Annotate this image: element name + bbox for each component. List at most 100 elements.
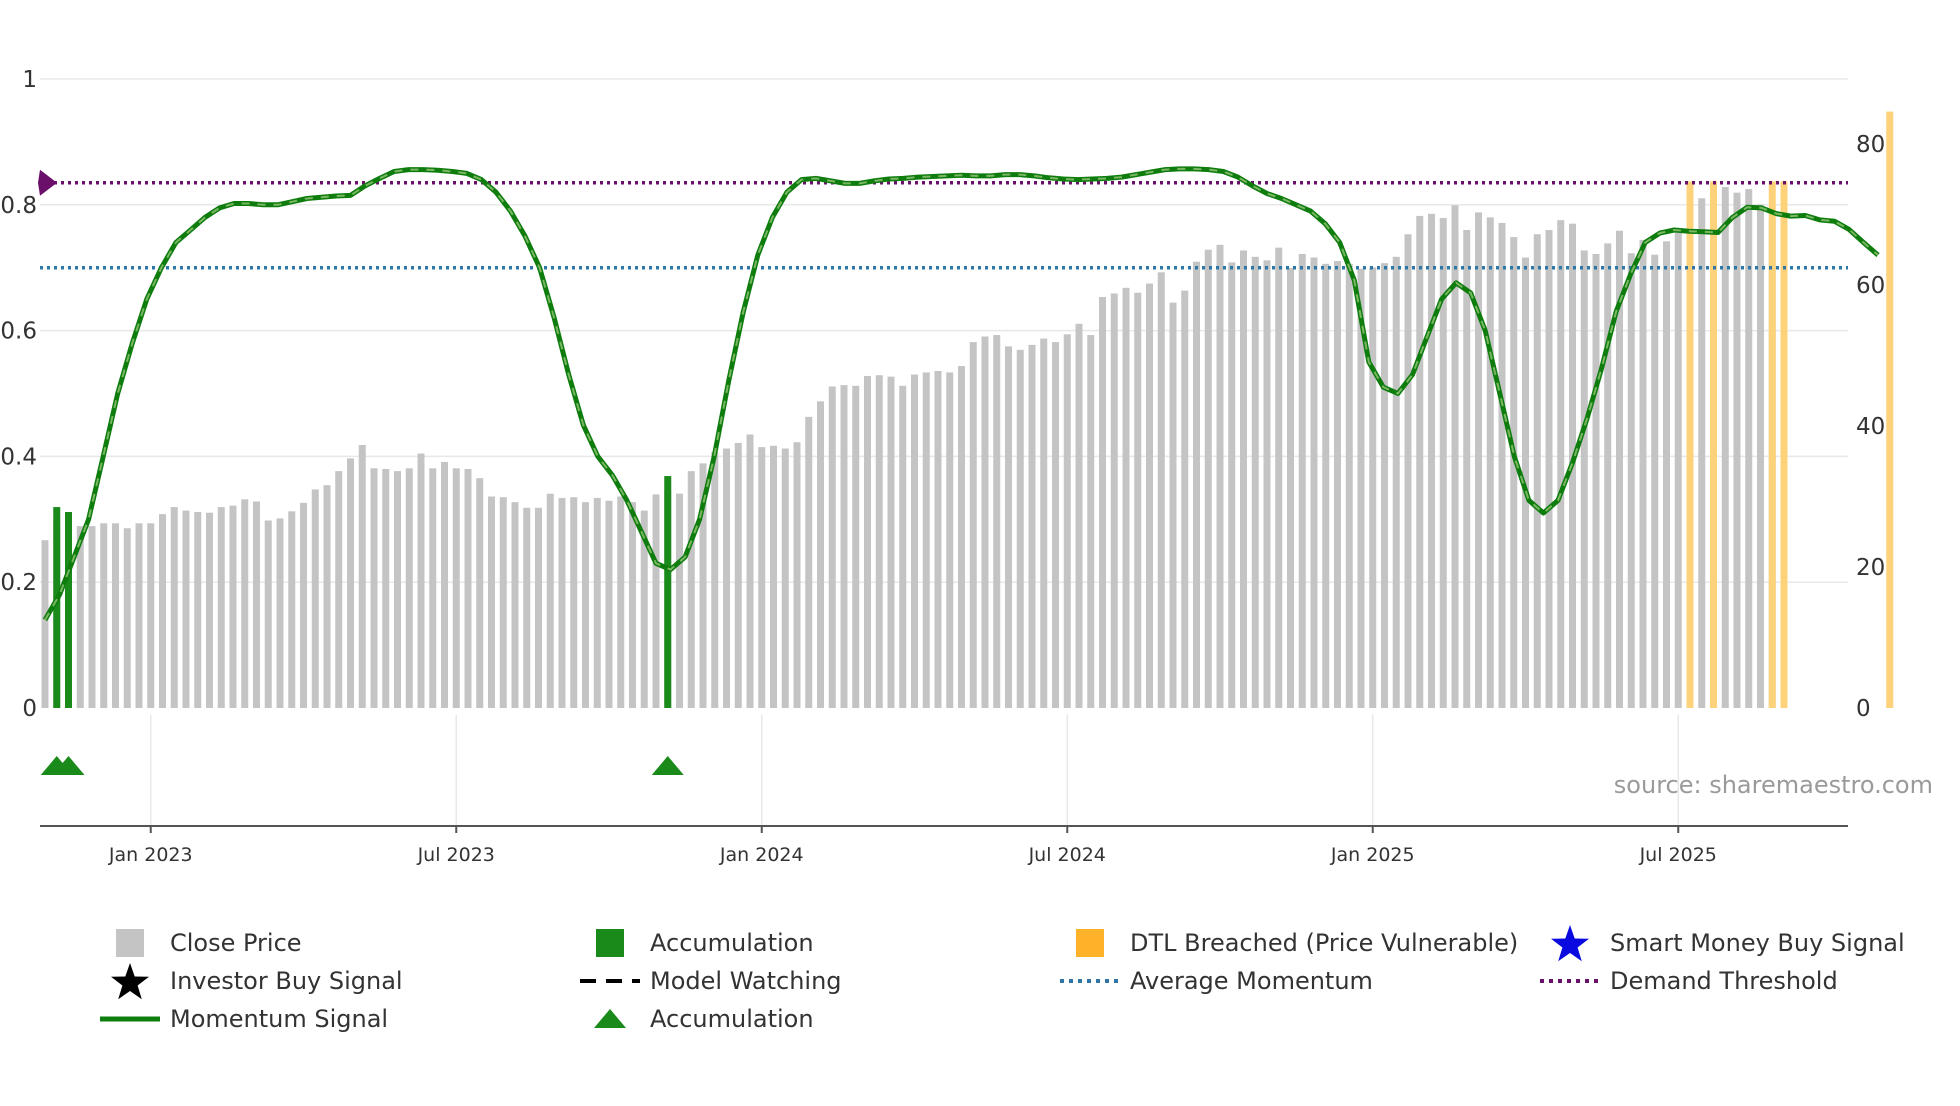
legend-star-icon-black	[111, 963, 149, 1000]
close-price-bar	[1369, 267, 1377, 708]
lines	[38, 166, 1880, 622]
x-axis-tick-label: Jul 2025	[1639, 844, 1717, 866]
close-price-bar	[1533, 234, 1541, 709]
accumulation-bar	[53, 507, 61, 708]
close-price-bar	[1099, 296, 1106, 708]
close-price-bar	[1028, 344, 1036, 708]
legend-label: DTL Breached (Price Vulnerable)	[1130, 929, 1518, 957]
right-axis-tick-label: 40	[1856, 414, 1885, 440]
legend-label: Accumulation	[650, 1005, 814, 1033]
close-price-bar	[100, 523, 108, 708]
close-price-bar	[1651, 254, 1659, 708]
close-price-bar	[864, 375, 871, 708]
close-price-bar	[840, 385, 848, 708]
legend-star-icon-blue	[1551, 925, 1589, 962]
close-price-bar	[1287, 268, 1294, 708]
close-price-bar	[1616, 230, 1623, 708]
close-price-bar	[452, 468, 460, 708]
close-price-bar	[88, 526, 96, 708]
close-price-bar	[723, 448, 730, 708]
close-price-bar	[793, 442, 801, 708]
close-price-bar	[464, 469, 472, 708]
x-axis-tick-label: Jan 2023	[108, 844, 193, 866]
x-axis-tick-label: Jul 2024	[1028, 844, 1106, 866]
close-price-bar	[217, 507, 225, 708]
close-price-bar	[441, 461, 448, 708]
close-price-bar	[1345, 263, 1353, 708]
close-price-bar	[276, 518, 284, 708]
momentum-signal-dashed	[44, 167, 1879, 621]
close-price-bar	[429, 468, 437, 708]
close-price-bar	[535, 507, 542, 708]
close-price-bar	[805, 416, 813, 708]
close-price-bar	[558, 497, 566, 708]
close-price-bar	[358, 445, 366, 708]
close-price-bar	[629, 502, 636, 708]
accumulation-bar	[664, 476, 672, 708]
close-price-bar	[1157, 272, 1165, 708]
close-price-bar	[1193, 261, 1200, 708]
close-price-bar	[1005, 346, 1012, 708]
close-price-bar	[817, 401, 824, 708]
close-price-bar	[1216, 244, 1224, 708]
close-price-bar	[1721, 187, 1729, 708]
close-price-bar	[135, 523, 143, 708]
close-price-bar	[1110, 293, 1118, 708]
close-price-bar	[828, 386, 836, 708]
legend-item-dtl: DTL Breached (Price Vulnerable)	[1076, 929, 1518, 957]
close-price-bar	[1134, 292, 1142, 708]
close-price-bar	[1428, 213, 1435, 709]
close-price-bar	[781, 448, 789, 708]
close-price-bar	[1122, 287, 1130, 708]
close-price-bar	[405, 468, 413, 708]
demand-threshold-marker	[38, 169, 57, 196]
accumulation-bar	[65, 512, 72, 708]
close-price-bar	[229, 505, 237, 708]
close-price-bar	[170, 507, 178, 708]
legend-item-avg: Average Momentum	[1060, 967, 1373, 995]
dtl-breached-bar	[1780, 181, 1788, 709]
close-price-bar	[1310, 257, 1318, 708]
close-price-bar	[1298, 253, 1306, 709]
close-price-bar	[640, 510, 648, 708]
dtl-breached-bar	[1710, 181, 1717, 709]
left-axis-tick-label: 0.8	[0, 193, 37, 219]
right-axis-tick-label: 80	[1856, 132, 1885, 158]
source-label: source: sharemaestro.com	[1614, 771, 1933, 799]
close-price-bar	[288, 511, 296, 708]
close-price-bar	[1674, 230, 1682, 708]
x-axis-tick-label: Jul 2023	[417, 844, 495, 866]
close-price-bar	[1275, 247, 1283, 708]
close-price-bar	[382, 469, 390, 708]
close-price-bar	[887, 376, 895, 708]
legend-item-demand: Demand Threshold	[1540, 967, 1838, 995]
close-price-bar	[1592, 253, 1600, 709]
legend-item-momentum: Momentum Signal	[100, 1005, 388, 1033]
legend-triangle-icon	[594, 1009, 626, 1028]
close-price-bar	[1334, 261, 1341, 708]
legend: Close Price Accumulation DTL Breached (Pri…	[100, 925, 1905, 1033]
close-price-bar	[1087, 335, 1095, 708]
close-price-bar	[734, 442, 742, 708]
right-axis-tick-label: 60	[1856, 273, 1885, 299]
close-price-bar	[1075, 323, 1083, 708]
close-price-bar	[300, 502, 307, 708]
legend-label: Investor Buy Signal	[170, 967, 403, 995]
close-price-bar	[1251, 256, 1259, 708]
close-price-bar	[76, 526, 84, 708]
close-price-bar	[969, 342, 977, 708]
legend-label: Average Momentum	[1130, 967, 1373, 995]
left-axis-tick-label: 1	[22, 67, 37, 93]
close-price-bar	[347, 458, 354, 708]
legend-swatch-dtl	[1076, 929, 1104, 957]
close-price-bar	[1322, 263, 1330, 708]
close-price-bar	[523, 507, 531, 708]
close-price-bar	[323, 485, 331, 708]
legend-label: Model Watching	[650, 967, 842, 995]
close-price-bar	[194, 512, 202, 708]
close-price-bar	[1639, 239, 1647, 708]
legend-item-watching: Model Watching	[580, 967, 842, 995]
close-price-bar	[899, 385, 907, 708]
close-price-bar	[488, 496, 495, 708]
